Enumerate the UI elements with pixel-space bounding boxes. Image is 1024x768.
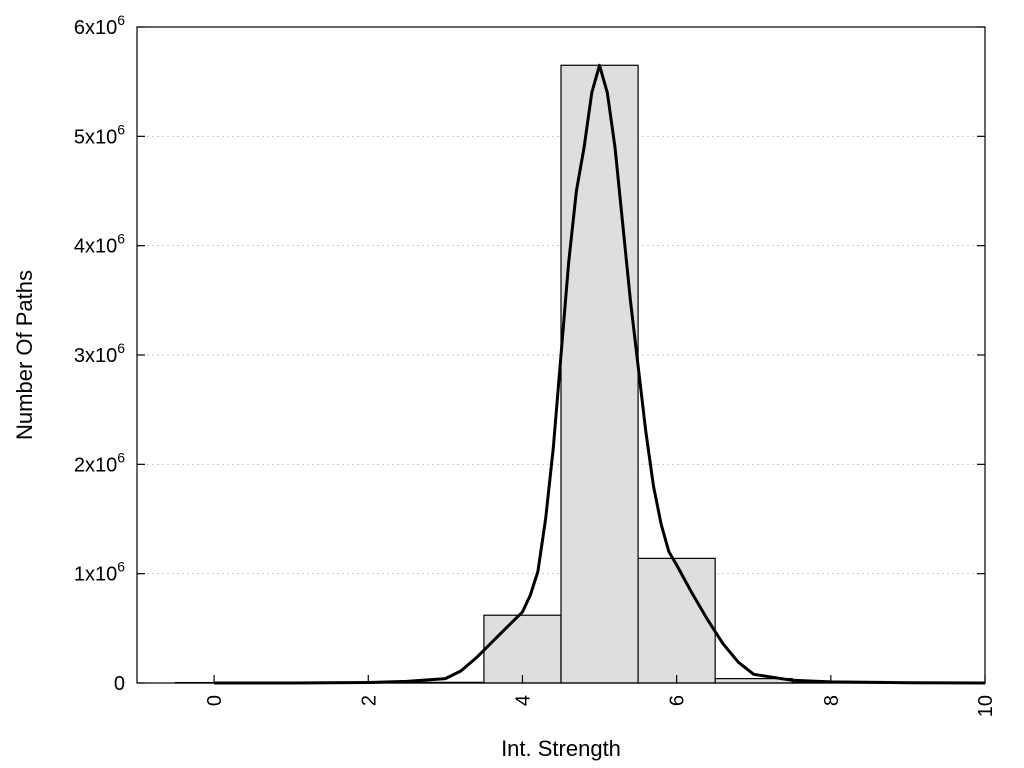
histogram-bar — [483, 614, 562, 684]
fit-curve-layer — [214, 63, 986, 685]
y-axis-title: Number Of Paths — [12, 270, 37, 440]
x-tick-label: 4 — [512, 695, 534, 706]
y-tick-labels: 0 1x106 2x106 3x106 4x106 5x106 6x106 — [74, 12, 125, 695]
x-tick-labels: 0 2 4 6 8 10 — [204, 695, 997, 717]
grid-lines — [137, 135, 985, 575]
x-tick-label: 6 — [667, 695, 689, 706]
axis-ticks — [137, 26, 986, 684]
x-tick-label: 10 — [975, 695, 997, 717]
x-axis-title: Int. Strength — [501, 736, 621, 761]
y-tick-label: 2x106 — [74, 449, 125, 476]
x-tick-label: 2 — [358, 695, 380, 706]
fit-curve — [214, 63, 986, 685]
y-tick-label: 0 — [114, 673, 125, 695]
histogram-bar — [560, 64, 639, 684]
x-tick-label: 8 — [821, 695, 843, 706]
histogram-bar — [637, 557, 716, 684]
histogram-bars — [174, 64, 986, 684]
x-tick-label: 0 — [204, 695, 226, 706]
y-tick-label: 6x106 — [74, 12, 125, 39]
y-tick-label: 4x106 — [74, 231, 125, 258]
y-tick-label: 1x106 — [74, 559, 125, 586]
y-tick-label: 5x106 — [74, 121, 125, 148]
y-tick-label: 3x106 — [74, 340, 125, 367]
